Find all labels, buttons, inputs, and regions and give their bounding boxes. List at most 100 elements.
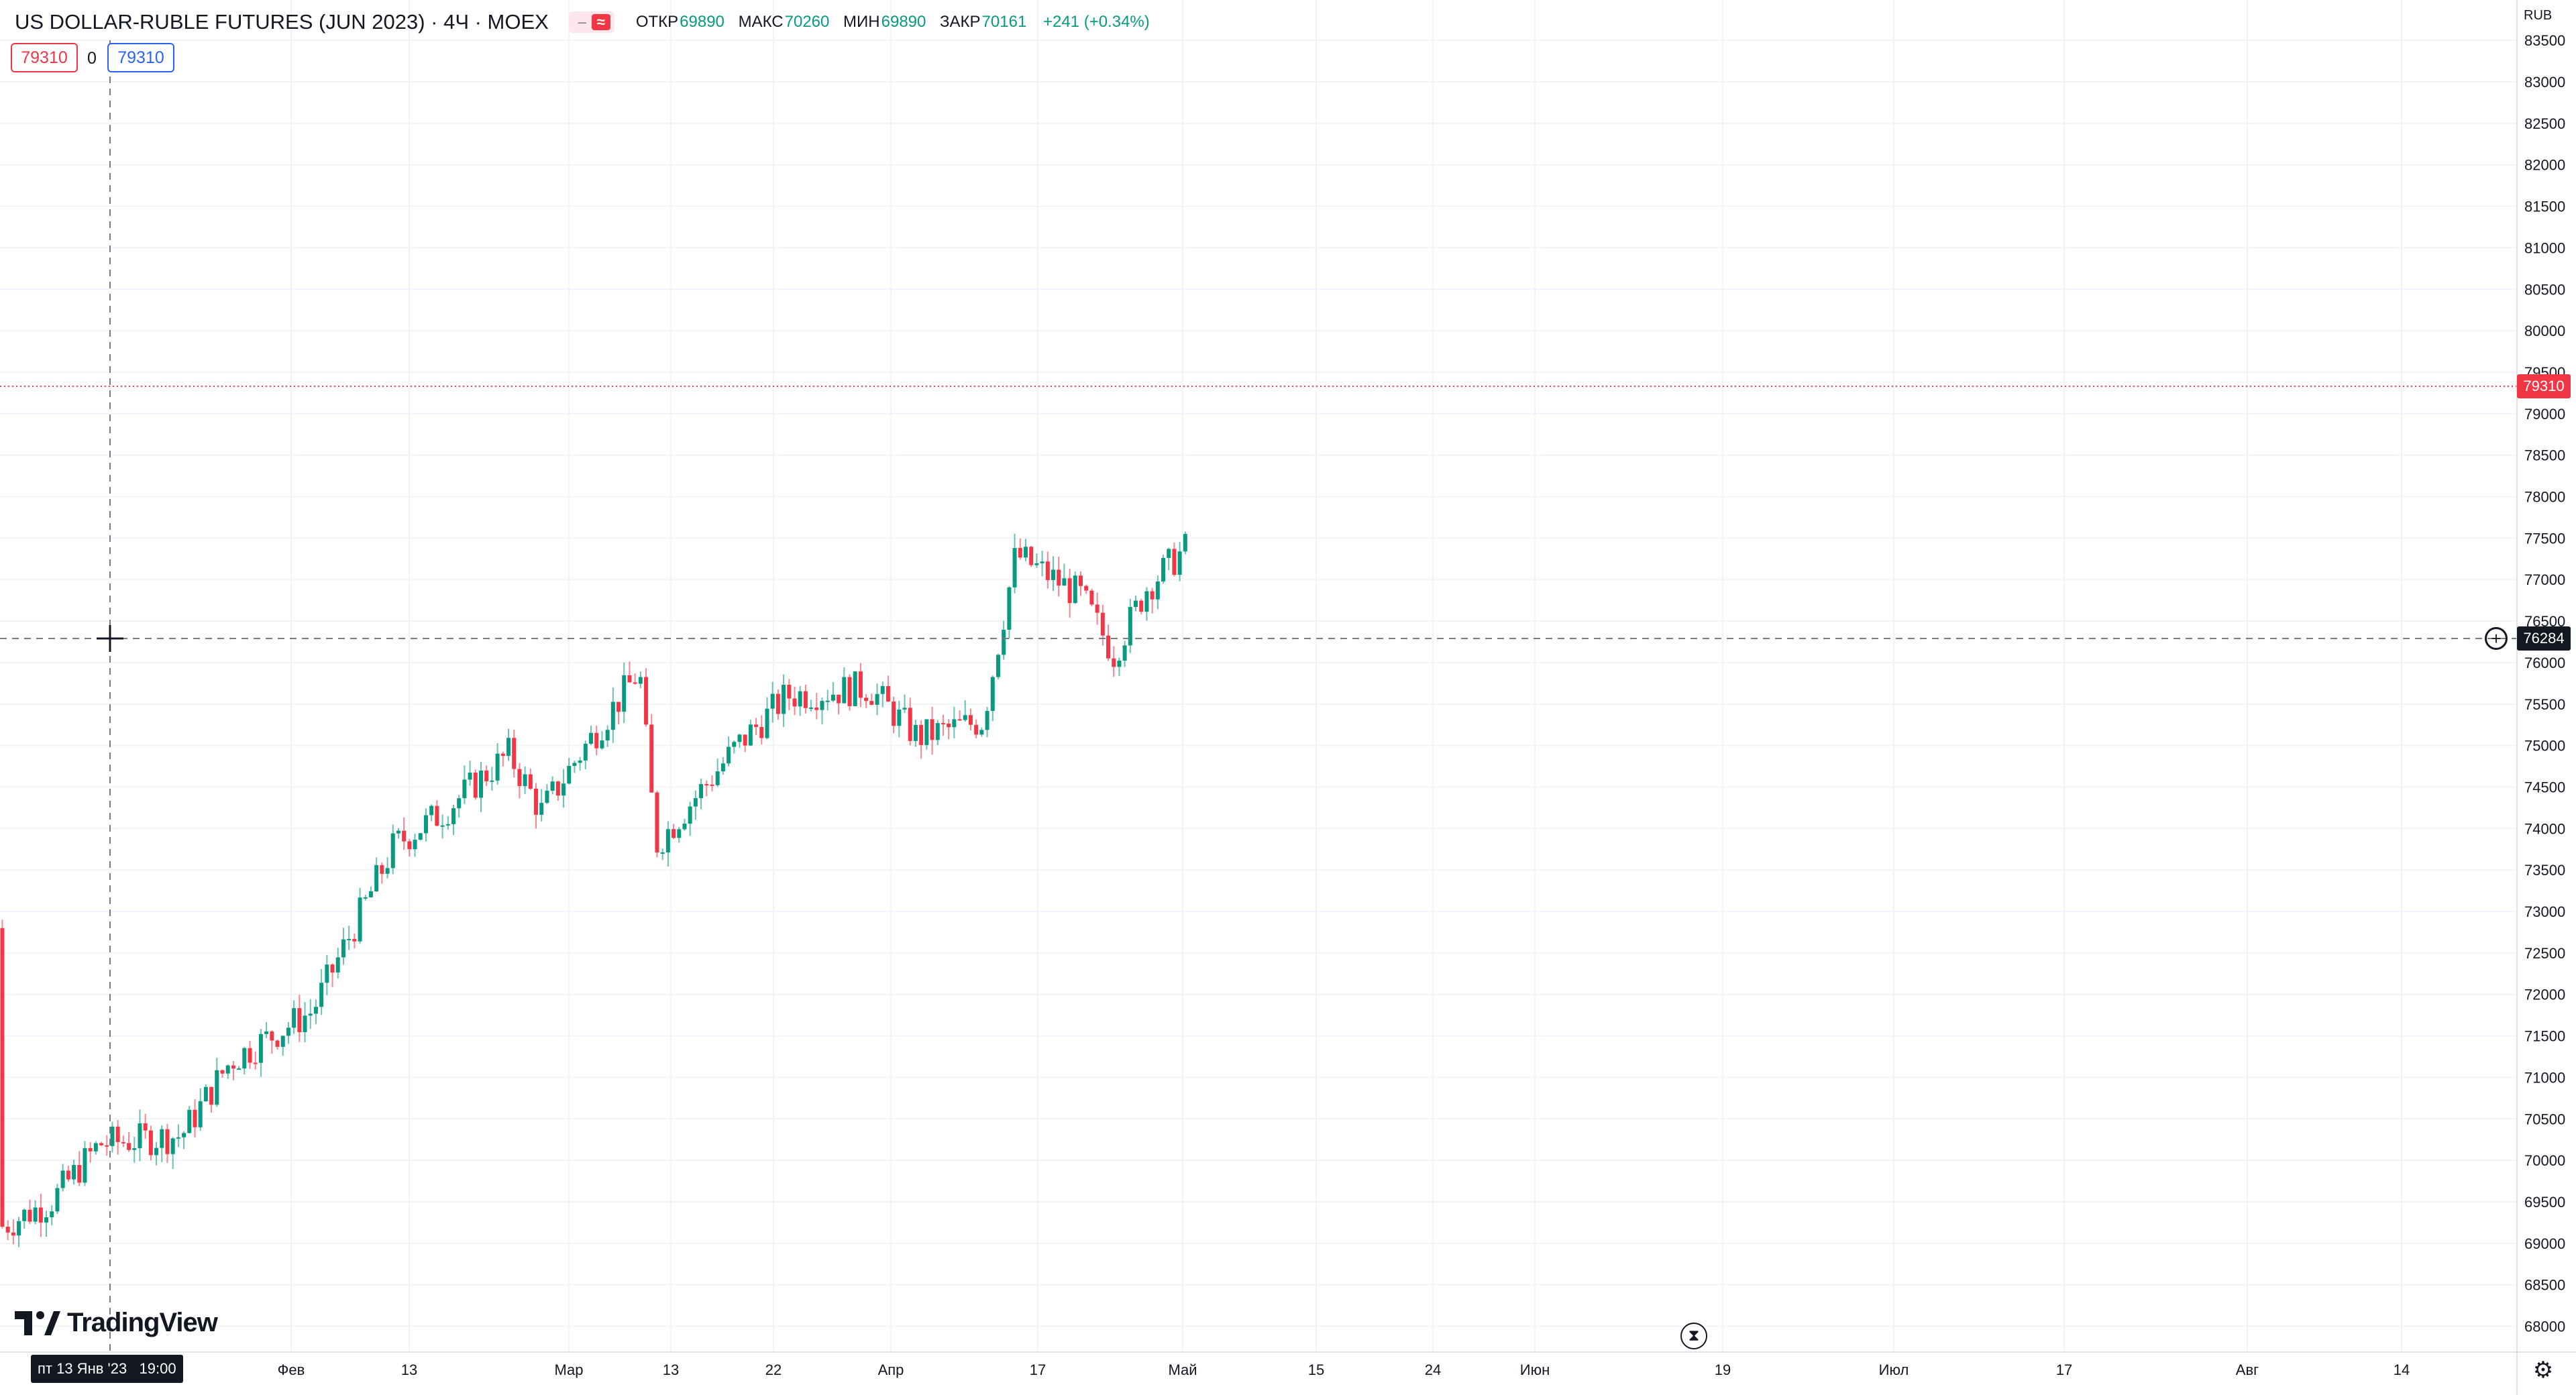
candle [1122, 640, 1127, 667]
candle [842, 667, 847, 704]
candle [462, 765, 467, 804]
price-tick-label: 70500 [2524, 1111, 2565, 1127]
candle [1089, 588, 1094, 607]
candle [737, 733, 742, 748]
candle [176, 1124, 180, 1148]
time-tick-label: 13 [401, 1361, 417, 1378]
candle [913, 720, 918, 747]
price-tick-label: 83000 [2524, 74, 2565, 91]
time-axis[interactable]: Фев 13 Мар 13 22 Апр 17 Май 15 24 Июн 19 Июл 17 Авг 14 [278, 1361, 2410, 1378]
candle [688, 801, 692, 836]
time-tick-label: Авг [2236, 1361, 2259, 1378]
candle [512, 729, 517, 778]
candle [555, 781, 560, 801]
low-value: 69890 [881, 13, 926, 31]
price-tick-label: 72000 [2524, 987, 2565, 1003]
candle [1018, 538, 1022, 560]
candle [341, 928, 345, 965]
tradingview-logo[interactable]: TradingView [15, 1308, 218, 1338]
candle [215, 1057, 219, 1107]
candle [478, 761, 483, 812]
time-tick-label: 19 [1715, 1361, 1731, 1378]
candle [1057, 556, 1061, 597]
candle [710, 775, 714, 792]
time-tick-label: 24 [1425, 1361, 1441, 1378]
candle [600, 731, 604, 750]
time-tick-label: 15 [1308, 1361, 1324, 1378]
candle [1117, 657, 1122, 677]
candle [672, 824, 676, 840]
time-tick-label: Май [1168, 1361, 1197, 1378]
buy-button[interactable]: 79310 [107, 43, 174, 72]
candle [1177, 541, 1182, 581]
minus-icon[interactable]: – [578, 13, 586, 30]
time-tick-label: Июн [1520, 1361, 1550, 1378]
candle [50, 1205, 54, 1226]
candle [22, 1209, 27, 1229]
candle [127, 1131, 131, 1152]
candle [1144, 587, 1149, 621]
price-tick-label: 79000 [2524, 406, 2565, 423]
last-price-tag: 79310 [2517, 374, 2571, 398]
candle [919, 720, 924, 759]
price-tick-label: 71000 [2524, 1069, 2565, 1086]
candle [319, 968, 324, 1015]
symbol-title[interactable]: US DOLLAR-RUBLE FUTURES (JUN 2023) · 4Ч … [15, 10, 549, 34]
candle [798, 685, 802, 716]
open-label: ОТКР [635, 13, 679, 31]
candle [435, 799, 439, 827]
candle [1012, 533, 1017, 594]
candle [605, 725, 610, 747]
settings-gear-icon[interactable]: ⚙ [2532, 1357, 2554, 1383]
candle [220, 1069, 225, 1078]
candle [561, 769, 566, 808]
candle [770, 681, 775, 723]
price-tick-label: 80500 [2524, 281, 2565, 298]
candle [143, 1113, 148, 1139]
candle [1034, 553, 1039, 568]
sell-button[interactable]: 79310 [11, 43, 78, 72]
candle [864, 693, 869, 708]
high-label: МАКС [738, 13, 784, 31]
candle [968, 708, 973, 731]
time-tick-label: Июл [1879, 1361, 1909, 1378]
candle [545, 784, 549, 805]
candle [396, 828, 400, 839]
candle [765, 697, 769, 740]
candle [627, 661, 632, 683]
candle [193, 1099, 197, 1138]
candle [1062, 563, 1067, 586]
wave-icon[interactable]: ≈ [591, 13, 610, 30]
candle [517, 763, 522, 799]
price-tick-label: 76000 [2524, 655, 2565, 671]
price-axis[interactable]: 83500 83000 82500 82000 81500 81000 80500 80000… [2524, 32, 2565, 1335]
candle [264, 1021, 269, 1038]
candle [930, 706, 934, 755]
candle [280, 1035, 285, 1056]
candle [198, 1088, 203, 1131]
ohlc-values: ОТКР69890 МАКС70260 МИН69890 ЗАКР70161 +… [636, 13, 1150, 32]
candle [248, 1041, 252, 1069]
candle [1167, 547, 1171, 571]
price-tick-label: 70000 [2524, 1152, 2565, 1169]
crosshair-price-tag: 76284 [2517, 626, 2571, 651]
candle [484, 765, 489, 787]
currency-label[interactable]: RUB [2524, 8, 2553, 23]
candle [979, 727, 984, 737]
candle [897, 700, 902, 738]
candle [1029, 545, 1034, 567]
time-tick-label: Апр [878, 1361, 904, 1378]
candle [523, 766, 527, 794]
candle [830, 682, 835, 702]
time-tick-label: 22 [765, 1361, 782, 1378]
spread-value: 0 [87, 49, 97, 68]
candle [589, 725, 594, 746]
price-tick-label: 69500 [2524, 1194, 2565, 1211]
add-alert-icon[interactable]: + [2485, 627, 2508, 650]
candle [748, 720, 753, 746]
candle [110, 1121, 115, 1153]
candle [203, 1084, 208, 1102]
price-tick-label: 69000 [2524, 1235, 2565, 1252]
replay-hourglass-icon[interactable]: ⧗ [1680, 1323, 1707, 1349]
